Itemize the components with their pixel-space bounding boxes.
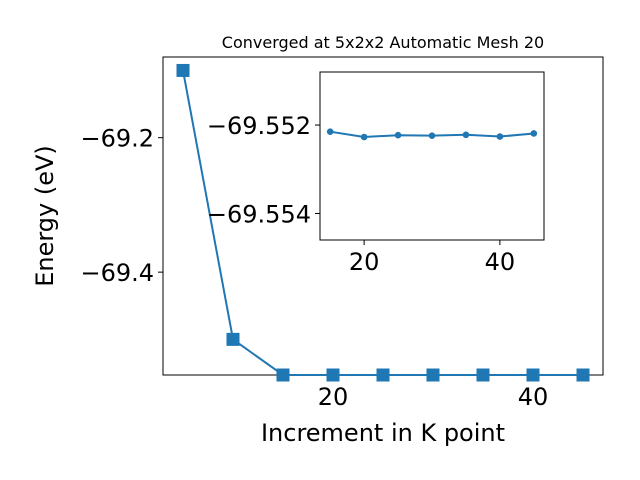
inset-data-point <box>326 128 334 135</box>
main-y-tick-label: −69.4 <box>80 259 154 287</box>
main-data-point <box>426 368 440 382</box>
inset-background <box>320 72 544 240</box>
inset-y-ticks: −69.554 −69.552 <box>207 112 320 228</box>
main-series <box>176 63 590 382</box>
inset-x-tick-label: 40 <box>485 248 516 276</box>
x-axis-label: Increment in K point <box>261 419 505 447</box>
main-data-point <box>326 368 340 382</box>
main-x-tick-label: 40 <box>518 383 549 411</box>
main-data-point <box>576 368 590 382</box>
main-data-point <box>376 368 390 382</box>
main-y-ticks: −69.2 −69.4 <box>80 125 163 287</box>
main-plot: Converged at 5x2x2 Automatic Mesh 20 20 4… <box>31 33 604 447</box>
inset-data-point <box>360 133 368 141</box>
main-data-point <box>176 63 190 77</box>
inset-x-tick-label: 20 <box>349 248 380 276</box>
chart-title: Converged at 5x2x2 Automatic Mesh 20 <box>222 33 544 52</box>
inset-y-tick-label: −69.554 <box>207 200 311 228</box>
main-data-point <box>276 368 290 382</box>
inset-x-ticks: 20 40 <box>349 240 515 276</box>
y-axis-label: Energy (eV) <box>31 145 59 287</box>
inset-data-point <box>394 131 402 139</box>
inset-plot-frame <box>319 71 545 241</box>
main-data-point <box>526 368 540 382</box>
main-data-point <box>476 368 490 382</box>
main-x-ticks: 20 40 <box>318 375 549 411</box>
main-data-point <box>226 332 240 346</box>
inset-data-point <box>462 131 470 139</box>
inset-data-point <box>428 132 436 139</box>
main-x-tick-label: 20 <box>318 383 349 411</box>
inset-data-point <box>530 130 538 137</box>
inset-data-point <box>496 133 504 140</box>
inset-series <box>326 128 538 141</box>
inset-plot: 20 40 −69.554−69.552 <box>207 71 545 276</box>
inset-y-tick-label: −69.552 <box>207 112 311 140</box>
main-y-tick-label: −69.2 <box>80 125 154 153</box>
